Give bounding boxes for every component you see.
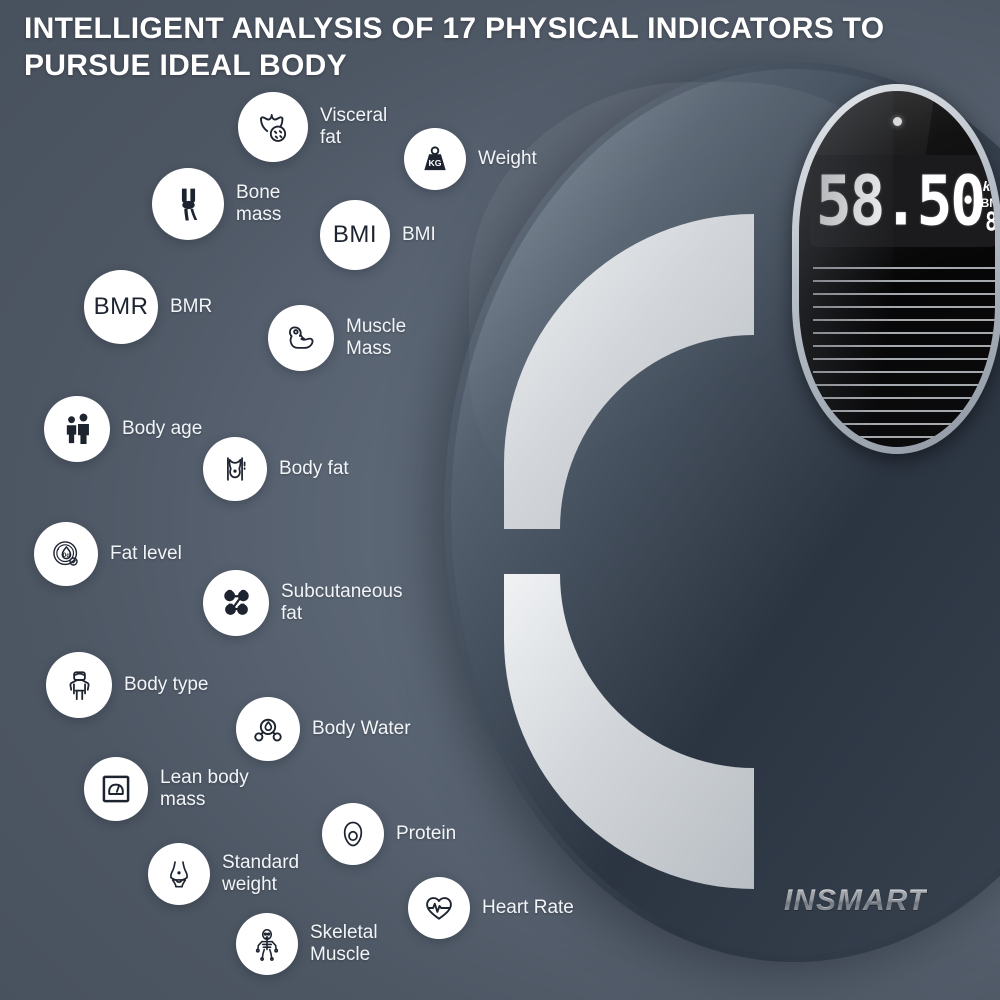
feature-bone-mass[interactable]: Bone mass <box>152 168 281 240</box>
icon-glyph <box>96 769 136 809</box>
feature-subcutaneous-fat[interactable]: Subcutaneous fat <box>203 570 403 636</box>
bmi-status-row: BMI ❤ 🧮 <box>981 196 995 210</box>
signal-sun-indicators: ✶ ✶ ✶ ✶ <box>986 164 995 177</box>
icon-glyph <box>420 889 458 927</box>
feature-body-age[interactable]: Body age <box>44 396 202 462</box>
icon-glyph <box>216 583 257 624</box>
feature-label: BMI <box>402 223 436 245</box>
feature-heart-rate[interactable]: Heart Rate <box>408 877 574 939</box>
feature-label: Visceral fat <box>320 104 388 148</box>
icon-water-molecule-icon <box>236 697 300 761</box>
feature-label: Protein <box>396 822 457 844</box>
brand-logo: INSMART <box>784 884 928 917</box>
feature-label: BMR <box>170 295 213 317</box>
feature-label: Subcutaneous fat <box>281 580 403 624</box>
svg-text:KG: KG <box>428 158 441 168</box>
icon-bmr-text-icon: BMR <box>84 270 158 344</box>
icon-abdomen-icon <box>238 92 308 162</box>
bmi-label: BMI <box>980 195 995 210</box>
unit-labels: kg lb st <box>982 177 995 194</box>
sun-icon: ✶ <box>986 164 995 177</box>
feature-fat-level[interactable]: 0g Fat level <box>34 522 182 586</box>
feature-label: Standard weight <box>222 851 300 895</box>
icon-weight-kg-icon: KG <box>404 128 466 190</box>
feature-label: Weight <box>478 147 537 169</box>
icon-glyph <box>215 449 255 489</box>
feature-label: Muscle Mass <box>346 315 407 359</box>
icon-heart-pulse-icon <box>408 877 470 939</box>
indicator-led <box>893 117 902 126</box>
feature-label: Lean body mass <box>160 766 249 810</box>
icon-knee-bone-icon <box>152 168 224 240</box>
secondary-value: 88.8 <box>985 209 995 235</box>
icon-bathroom-scale-icon <box>84 757 148 821</box>
feature-label: Body age <box>122 417 203 439</box>
feature-label: Body Water <box>312 717 411 739</box>
lcd-screen: 58.50 ✶ ✶ ✶ ✶ kg lb st BMI ❤ 🧮 <box>799 91 995 447</box>
icon-glyph <box>252 106 295 149</box>
icon-two-people-icon <box>44 396 110 462</box>
icon-skeleton-icon <box>236 913 298 975</box>
icon-fat-droplet-icon: 0g <box>34 522 98 586</box>
svg-text:0g: 0g <box>63 552 70 559</box>
icon-waist-icon <box>148 843 210 905</box>
feature-body-type[interactable]: Body type <box>46 652 209 718</box>
icon-glyph <box>59 665 100 706</box>
icon-bicep-icon <box>268 305 334 371</box>
feature-label: Heart Rate <box>482 896 574 918</box>
lcd-status-column: ✶ ✶ ✶ ✶ kg lb st BMI ❤ 🧮 88.8 <box>981 164 995 235</box>
feature-lean-body-mass[interactable]: Lean body mass <box>84 757 249 821</box>
icon-glyph <box>57 409 98 450</box>
icon-belly-icon <box>203 437 267 501</box>
icon-glyph <box>160 855 198 893</box>
icon-label: BMR <box>93 293 149 320</box>
feature-visceral-fat[interactable]: Visceral fat <box>238 92 387 162</box>
icon-glyph: 0g <box>46 534 86 574</box>
icon-glyph <box>248 925 286 963</box>
feature-bmi[interactable]: BMI BMI <box>320 200 436 270</box>
icon-glyph <box>248 709 288 749</box>
feature-standard-weight[interactable]: Standard weight <box>148 843 299 905</box>
icon-glyph: KG <box>416 140 454 178</box>
feature-label: Bone mass <box>236 181 282 225</box>
icon-molecule-icon <box>203 570 269 636</box>
feature-skeletal-muscle[interactable]: Skeletal Muscle <box>236 913 378 975</box>
feature-body-fat[interactable]: Body fat <box>203 437 349 501</box>
icon-glyph <box>281 318 322 359</box>
icon-person-icon <box>46 652 112 718</box>
feature-label: Skeletal Muscle <box>310 921 378 965</box>
feature-bmr[interactable]: BMR BMR <box>84 270 212 344</box>
lcd-display-module: 58.50 ✶ ✶ ✶ ✶ kg lb st BMI ❤ 🧮 <box>792 84 1000 454</box>
page-title: INTELLIGENT ANALYSIS OF 17 PHYSICAL INDI… <box>24 12 885 83</box>
feature-label: Fat level <box>110 542 182 564</box>
feature-body-water[interactable]: Body Water <box>236 697 411 761</box>
icon-bmi-text-icon: BMI <box>320 200 390 270</box>
feature-label: Body type <box>124 673 209 695</box>
icon-label: BMI <box>332 221 378 248</box>
feature-protein[interactable]: Protein <box>322 803 456 865</box>
feature-muscle-mass[interactable]: Muscle Mass <box>268 305 406 371</box>
icon-glyph <box>166 182 211 227</box>
icon-glyph <box>334 815 372 853</box>
feature-label: Body fat <box>279 457 349 479</box>
body-fat-scale-product: 58.50 ✶ ✶ ✶ ✶ kg lb st BMI ❤ 🧮 <box>444 62 1000 962</box>
grille-shadow <box>799 91 894 447</box>
icon-avocado-icon <box>322 803 384 865</box>
feature-weight[interactable]: KG Weight <box>404 128 537 190</box>
